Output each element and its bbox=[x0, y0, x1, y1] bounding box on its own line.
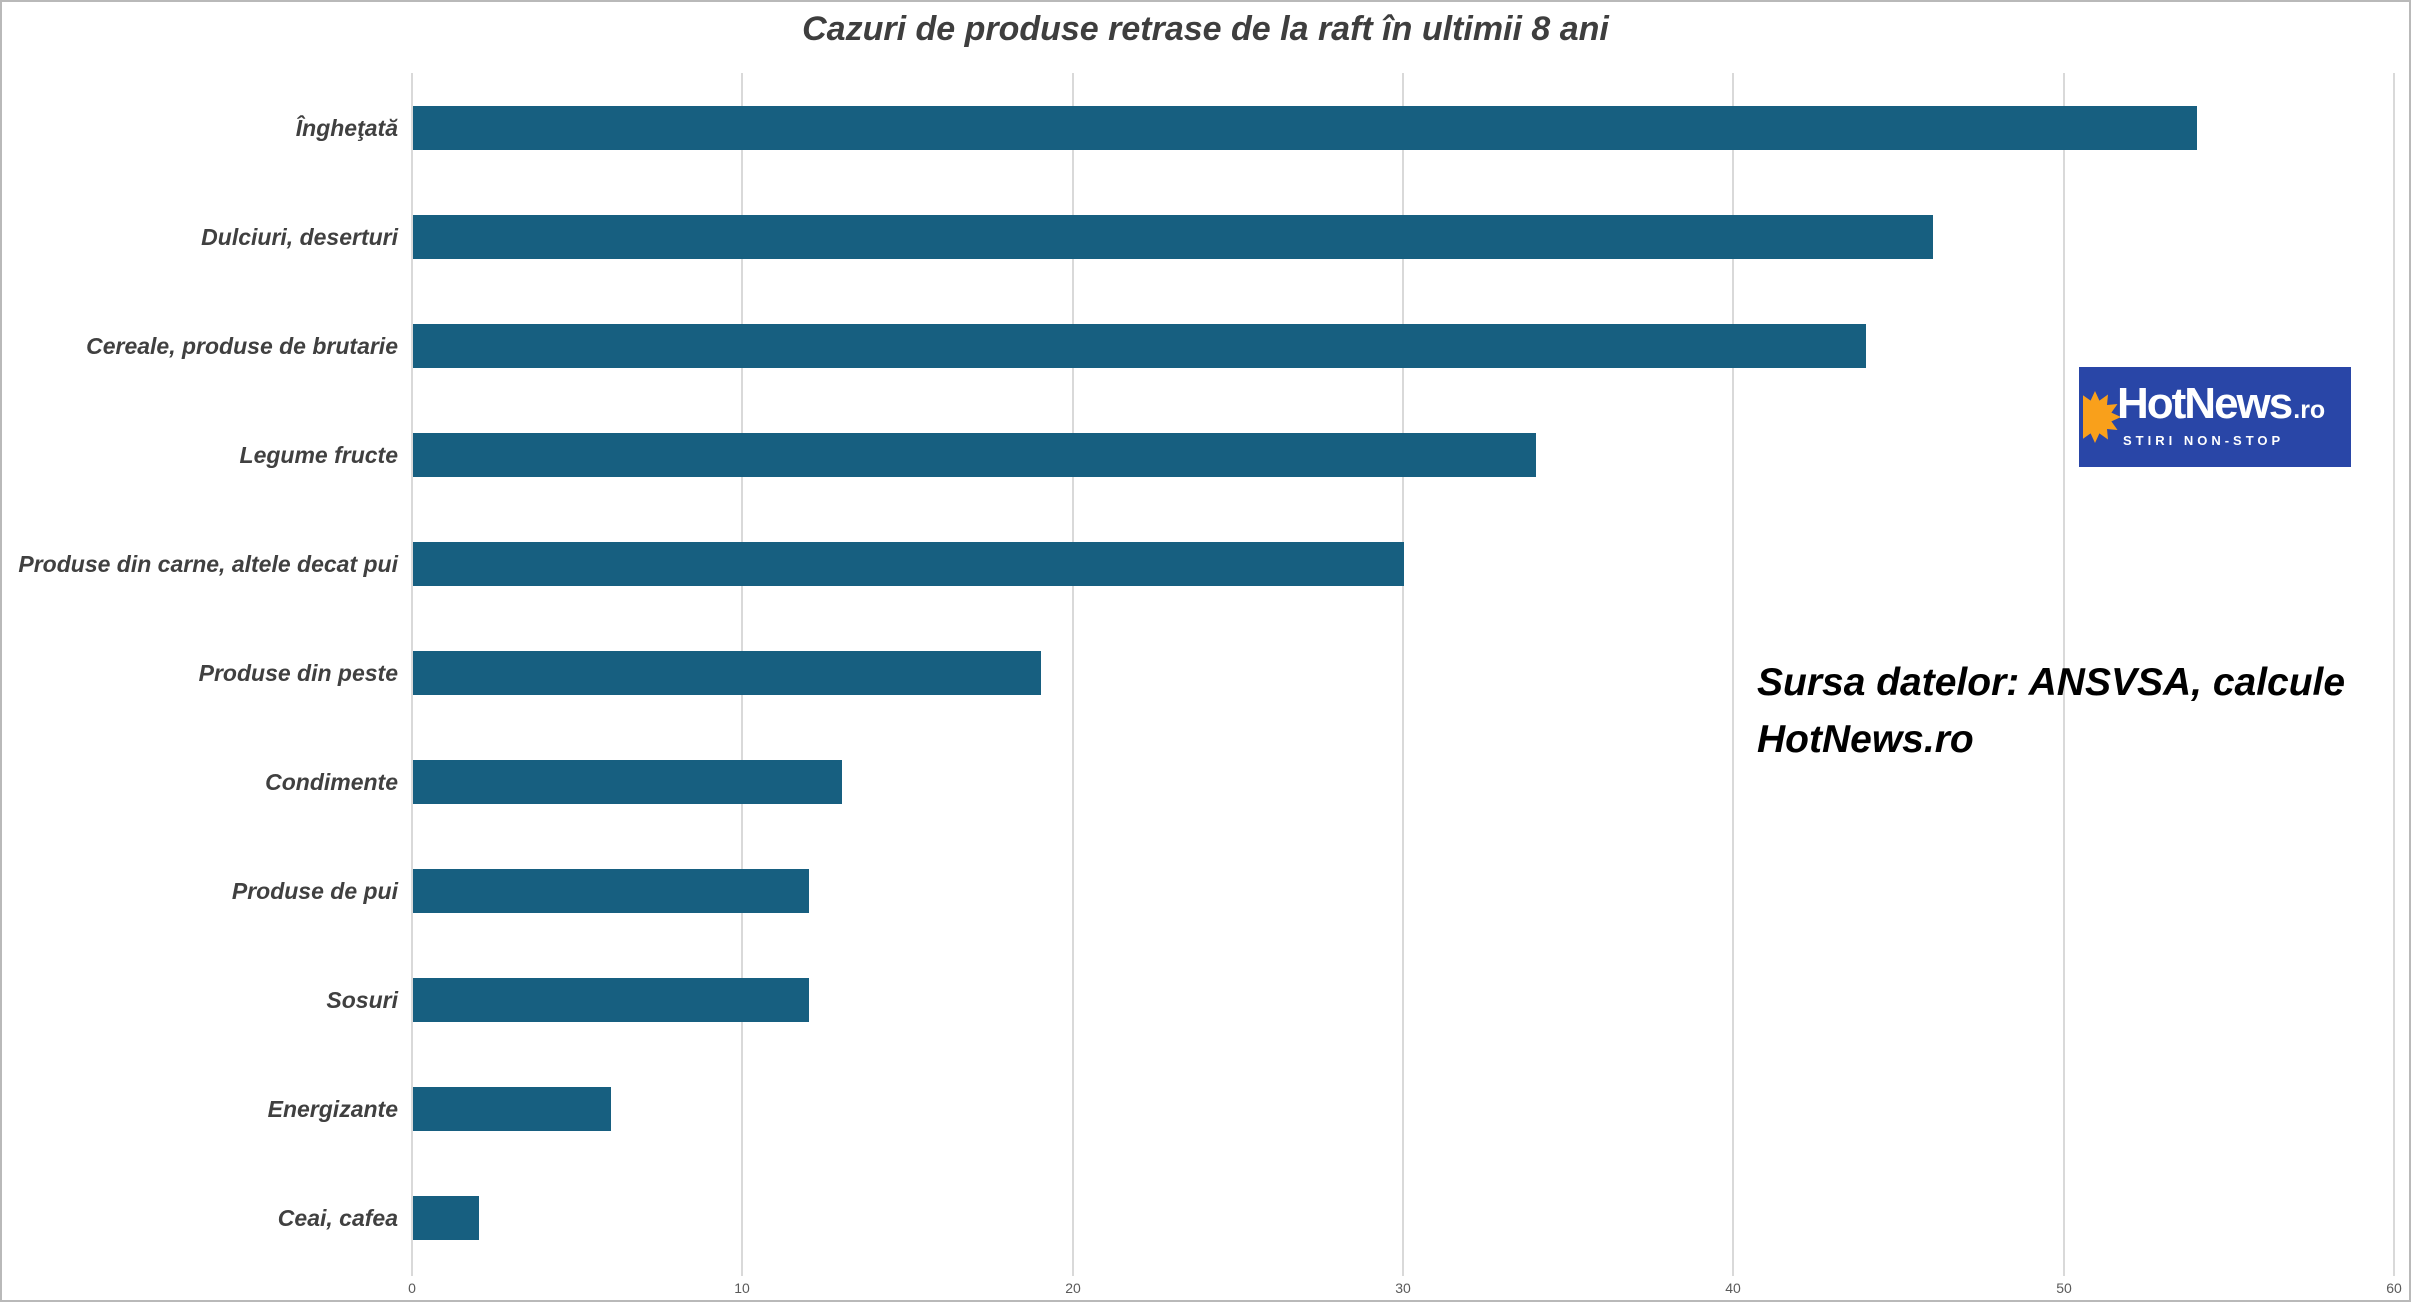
source-note: Sursa datelor: ANSVSA, calcule HotNews.r… bbox=[1757, 654, 2409, 768]
bar bbox=[413, 651, 1041, 695]
logo-wordmark: HotNews .ro bbox=[2117, 379, 2325, 429]
category-label: Ceai, cafea bbox=[277, 1205, 398, 1231]
bar bbox=[413, 324, 1866, 368]
bar bbox=[413, 542, 1404, 586]
category-label: Produse de pui bbox=[231, 878, 398, 904]
category-label: Energizante bbox=[267, 1096, 398, 1122]
category-label: Produse din peste bbox=[198, 660, 398, 686]
bar bbox=[413, 433, 1536, 477]
chart-title: Cazuri de produse retrase de la raft în … bbox=[802, 10, 1609, 48]
x-tick-label-0: 0 bbox=[408, 1280, 416, 1296]
category-label: Dulciuri, deserturi bbox=[201, 224, 398, 250]
gridline-0 bbox=[411, 73, 413, 1276]
hotnews-logo: HotNews .ro STIRI NON-STOP bbox=[2079, 367, 2351, 467]
logo-brand-text: HotNews bbox=[2117, 379, 2293, 428]
x-tick-label-10: 10 bbox=[734, 1280, 750, 1296]
x-tick-label-40: 40 bbox=[1725, 1280, 1741, 1296]
bar bbox=[413, 1196, 479, 1240]
gridline-50 bbox=[2063, 73, 2065, 1276]
gridline-30 bbox=[1402, 73, 1404, 1276]
category-label: Îngheţată bbox=[295, 115, 398, 141]
logo-tld-text: .ro bbox=[2293, 396, 2326, 424]
bar bbox=[413, 215, 1933, 259]
gridline-60 bbox=[2393, 73, 2395, 1276]
bar bbox=[413, 760, 842, 804]
x-tick-label-20: 20 bbox=[1065, 1280, 1081, 1296]
category-label: Condimente bbox=[265, 769, 398, 795]
gridline-40 bbox=[1732, 73, 1734, 1276]
bar bbox=[413, 106, 2197, 150]
category-label: Produse din carne, altele decat pui bbox=[18, 551, 398, 577]
category-label: Sosuri bbox=[326, 987, 398, 1013]
x-tick-label-50: 50 bbox=[2056, 1280, 2072, 1296]
category-label: Legume fructe bbox=[239, 442, 398, 468]
source-note-line1: Sursa datelor: ANSVSA, calcule bbox=[1757, 661, 2346, 704]
x-tick-label-30: 30 bbox=[1395, 1280, 1411, 1296]
bar bbox=[413, 1087, 611, 1131]
logo-tagline: STIRI NON-STOP bbox=[2123, 433, 2285, 448]
gridline-20 bbox=[1072, 73, 1074, 1276]
x-tick-label-60: 60 bbox=[2386, 1280, 2402, 1296]
bar bbox=[413, 978, 809, 1022]
bar bbox=[413, 869, 809, 913]
sun-icon bbox=[2083, 391, 2121, 443]
category-label: Cereale, produse de brutarie bbox=[86, 333, 398, 359]
source-note-line2: HotNews.ro bbox=[1757, 718, 1974, 761]
